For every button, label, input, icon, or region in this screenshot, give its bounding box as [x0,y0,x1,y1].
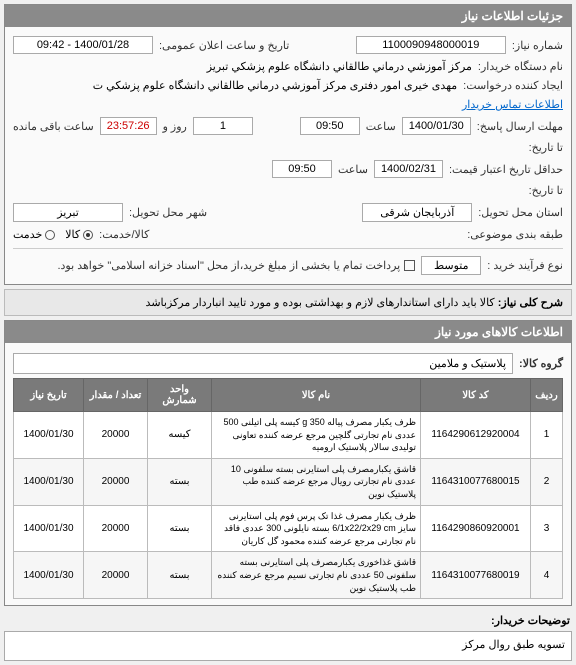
table-row: 21164310077680015قاشق یکبارمصرف پلی استا… [14,458,563,505]
items-table: ردیف کد کالا نام کالا واحد شمارش تعداد /… [13,378,563,599]
cell-name: ظرف یکبار مصرف غذا تک پرس فوم پلی استایر… [212,505,421,552]
purchase-type-label: نوع فرآیند خرید : [487,259,563,272]
cell-code: 1164310077680015 [421,458,531,505]
countdown-timer: 23:57:26 [100,117,157,135]
cell-date: 1400/01/30 [14,552,84,599]
time-label-2: ساعت [338,163,368,176]
buyer-contact-link[interactable]: اطلاعات تماس خریدار [462,98,563,111]
cell-qty: 20000 [84,552,148,599]
cell-unit: کیسه [148,412,212,459]
deadline-time: 09:50 [300,117,360,135]
cell-unit: بسته [148,458,212,505]
cell-qty: 20000 [84,412,148,459]
table-row: 31164290860920001ظرف یکبار مصرف غذا تک پ… [14,505,563,552]
deadline-date: 1400/01/30 [402,117,471,135]
cell-date: 1400/01/30 [14,412,84,459]
goods-radio-label: کالا [65,228,80,241]
table-row: 41164310077680019قاشق غذاخوری یکبارمصرف … [14,552,563,599]
validity-time: 09:50 [272,160,332,178]
partial-payment-label: پرداخت تمام یا بخشی از مبلغ خرید،از محل … [57,259,400,272]
remaining-label: ساعت باقی مانده [13,120,94,133]
creator-label: ایجاد کننده درخواست: [463,79,563,92]
radio-icon [83,230,93,240]
city-value: تبریز [13,203,123,222]
province-value: آذربایجان شرقی [362,203,472,222]
creator-value: مهدی خیری امور دفتری مرکز آموزشي درماني … [93,79,457,92]
separator [13,248,563,249]
buyer-description-box: تسویه طبق روال مرکز [4,631,572,661]
radio-icon [45,230,55,240]
cell-date: 1400/01/30 [14,458,84,505]
cell-name: قاشق غذاخوری یکبارمصرف پلی استایرنی بسته… [212,552,421,599]
validity-label: حداقل تاریخ اعتبار قیمت: [449,163,563,176]
cell-index: 2 [531,458,563,505]
col-date: تاریخ نیاز [14,379,84,412]
group-value: پلاستیک و ملامین [13,353,513,374]
buyer-description-section: توضیحات خریدار: تسویه طبق روال مرکز [4,610,572,661]
need-details-body: شماره نیاز: 1100090948000019 تاریخ و ساع… [5,27,571,284]
service-radio[interactable]: خدمت [13,228,55,241]
cell-code: 1164290612920004 [421,412,531,459]
cell-code: 1164290860920001 [421,505,531,552]
buyer-value: مرکز آموزشي درماني طالقاني دانشگاه علوم … [207,60,472,73]
group-label: گروه کالا: [519,357,563,370]
cell-date: 1400/01/30 [14,505,84,552]
budget-label: طبقه بندی موضوعی: [467,228,563,241]
validity-date: 1400/02/31 [374,160,443,178]
purchase-type-value: متوسط [421,256,481,275]
cell-index: 1 [531,412,563,459]
cell-qty: 20000 [84,458,148,505]
announce-label: تاریخ و ساعت اعلان عمومی: [159,39,289,52]
service-radio-label: خدمت [13,228,42,241]
city-label: شهر محل تحویل: [129,206,207,219]
cell-name: ظرف یکبار مصرف پیاله 350 g کیسه پلی اتیل… [212,412,421,459]
table-header-row: ردیف کد کالا نام کالا واحد شمارش تعداد /… [14,379,563,412]
cell-name: قاشق یکبارمصرف پلی استایرنی بسته سلفونی … [212,458,421,505]
days-remaining: 1 [193,117,253,135]
need-number-value: 1100090948000019 [356,36,506,54]
general-description-row: شرح کلی نیاز: کالا باید دارای استاندارها… [4,289,572,316]
goods-service-label: کالا/خدمت: [99,228,149,241]
items-panel: اطلاعات کالاهای مورد نیاز گروه کالا: پلا… [4,320,572,606]
cell-qty: 20000 [84,505,148,552]
cell-index: 4 [531,552,563,599]
col-code: کد کالا [421,379,531,412]
need-details-panel: جزئیات اطلاعات نیاز شماره نیاز: 11000909… [4,4,572,285]
to-date-label-1: تا تاریخ: [529,141,563,154]
need-number-label: شماره نیاز: [512,39,563,52]
buyer-label: نام دستگاه خریدار: [478,60,563,73]
cell-index: 3 [531,505,563,552]
general-description-text: کالا باید دارای استاندارهای لازم و بهداش… [146,297,495,309]
items-panel-header: اطلاعات کالاهای مورد نیاز [5,321,571,343]
items-panel-body: گروه کالا: پلاستیک و ملامین ردیف کد کالا… [5,343,571,605]
col-index: ردیف [531,379,563,412]
col-qty: تعداد / مقدار [84,379,148,412]
table-row: 11164290612920004ظرف یکبار مصرف پیاله 35… [14,412,563,459]
partial-payment-checkbox[interactable] [404,260,415,271]
goods-radio[interactable]: کالا [65,228,93,241]
cell-unit: بسته [148,505,212,552]
time-label-1: ساعت [366,120,396,133]
need-details-header: جزئیات اطلاعات نیاز [5,5,571,27]
col-name: نام کالا [212,379,421,412]
announce-value: 1400/01/28 - 09:42 [13,36,153,54]
cell-unit: بسته [148,552,212,599]
general-description-label: شرح کلی نیاز: [498,297,563,309]
province-label: استان محل تحویل: [478,206,563,219]
cell-code: 1164310077680019 [421,552,531,599]
to-date-label-2: تا تاریخ: [529,184,563,197]
buyer-description-label: توضیحات خریدار: [4,610,572,631]
day-label: روز و [163,120,187,133]
deadline-label: مهلت ارسال پاسخ: [477,120,563,133]
col-unit: واحد شمارش [148,379,212,412]
goods-service-radio-group: کالا خدمت [13,228,93,241]
